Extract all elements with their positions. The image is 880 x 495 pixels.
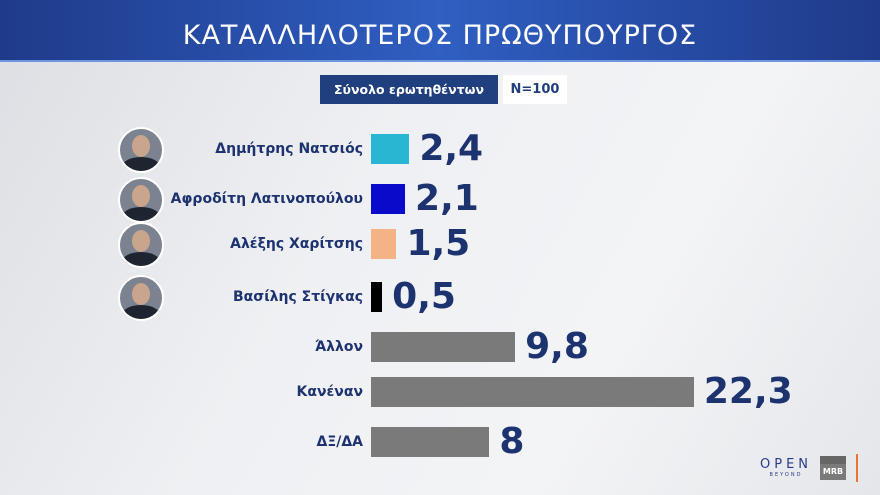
candidate-photo [118, 177, 164, 223]
bar-row: Αφροδίτη Λατινοπούλου 2,1 [0, 177, 880, 223]
bar [371, 184, 406, 214]
bar [371, 332, 516, 362]
bar [371, 134, 410, 164]
bar-row: ΔΞ/ΔΑ 8 [0, 421, 880, 462]
open-logo-sub: BEYOND [769, 472, 803, 478]
category-label: ΔΞ/ΔΑ [316, 434, 363, 450]
category-label: Άλλον [314, 339, 363, 355]
data-label: 8 [499, 421, 525, 462]
bar-row: Κανέναν 22,3 [0, 371, 880, 412]
bar [371, 377, 694, 407]
category-label: Βασίλης Στίγκας [233, 289, 363, 305]
bar-row: Άλλον 9,8 [0, 326, 880, 367]
mrb-logo: MRB [820, 456, 846, 480]
candidate-photo [118, 127, 164, 173]
sample-label: Σύνολο ερωτηθέντων [320, 75, 498, 104]
data-label: 0,5 [392, 276, 456, 317]
data-label: 2,4 [419, 128, 484, 169]
data-label: 2,1 [415, 178, 479, 219]
category-label: Αφροδίτη Λατινοπούλου [170, 191, 363, 207]
category-label: Αλέξης Χαρίτσης [230, 236, 363, 252]
category-label: Κανέναν [296, 384, 364, 400]
logo-divider [856, 454, 858, 482]
open-logo-text: OPEN [760, 457, 813, 472]
data-label: 1,5 [406, 223, 471, 264]
chart-title: ΚΑΤΑΛΛΗΛΟΤΕΡΟΣ ΠΡΩΘΥΠΟΥΡΓΟΣ [0, 0, 880, 62]
mrb-logo-text: MRB [822, 467, 844, 476]
bar [371, 229, 397, 259]
category-label: Δημήτρης Νατσιός [215, 141, 363, 157]
bar-row: Βασίλης Στίγκας 0,5 [0, 275, 880, 321]
candidate-photo [118, 275, 164, 321]
bar [371, 427, 490, 457]
bar-row: Δημήτρης Νατσιός 2,4 [0, 127, 880, 173]
candidate-photo [118, 222, 164, 268]
sample-size: N=100 [503, 75, 567, 104]
open-logo: OPEN BEYOND [760, 457, 812, 478]
bar [371, 282, 383, 312]
data-label: 22,3 [703, 371, 793, 412]
sample-info: Σύνολο ερωτηθέντων N=100 [320, 75, 567, 104]
data-label: 9,8 [525, 326, 589, 367]
bar-row: Αλέξης Χαρίτσης 1,5 [0, 222, 880, 268]
